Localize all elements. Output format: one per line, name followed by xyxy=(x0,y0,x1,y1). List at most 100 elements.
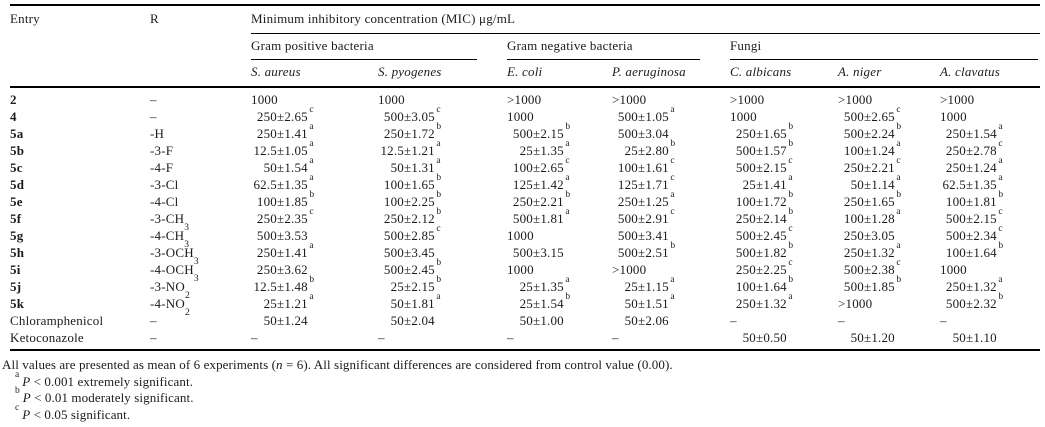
mic-value-cell: – xyxy=(507,330,514,345)
mic-value-cell: 12.5±1.21 a xyxy=(380,138,441,158)
mic-value-cell: 100±1.24 a xyxy=(843,138,901,158)
group-header-gram-positive: Gram positive bacteria xyxy=(251,34,507,60)
table-row: 5f -3-CH3 250±2.35 c 250±2.12 b 500±1.81 a 500±2… xyxy=(10,206,1040,233)
mic-value-cell: 100±1.81 b xyxy=(945,189,1004,209)
mic-value-cell: 62.5±1.35 a xyxy=(253,172,314,192)
mic-value-cell: 250±1.72 b xyxy=(383,121,442,141)
mic-value-cell: 25±1.35 a xyxy=(519,274,570,294)
column-header-s-aureus: S. aureus xyxy=(251,60,378,88)
mic-value-cell: 25±1.35 a xyxy=(519,138,570,158)
mic-value-cell: 250±1.32 a xyxy=(843,240,901,260)
mic-value-cell: 50±1.20 xyxy=(850,330,895,345)
mic-value-cell: 100±1.72 b xyxy=(735,189,794,209)
header-row-species: S. aureus S. pyogenes E. coli P. aerugin… xyxy=(10,60,1041,88)
mic-table: Entry R Minimum inhibitory concentration… xyxy=(10,4,1041,351)
r-substituent-cell: -H xyxy=(150,126,165,141)
mic-value-cell: 250±2.35 c xyxy=(256,206,314,226)
mic-value-cell: 500±2.15 c xyxy=(945,206,1003,226)
table-row: Ketoconazole – – – – – 50±0.50 50±1.20 50±1.10 xyxy=(10,329,1040,350)
column-header-c-albicans: C. albicans xyxy=(730,60,838,88)
column-header-mic: Minimum inhibitory concentration (MIC) μ… xyxy=(251,5,1041,34)
table-row: Chloramphenicol – 50±1.24 50±2.04 50±1.00 50±… xyxy=(10,312,1040,329)
mic-value-cell: 50±1.31 a xyxy=(390,155,441,175)
mic-value-cell: 50±1.24 xyxy=(263,313,308,328)
r-substituent-cell: – xyxy=(150,313,157,328)
column-header-a-clavatus: A. clavatus xyxy=(940,60,1041,88)
mic-value-cell: 50±1.14 a xyxy=(850,172,901,192)
table-row: 2 – 1000 1000 >1000 >1000 >1000 >1000 >1000 xyxy=(10,87,1040,108)
r-substituent-cell: – xyxy=(150,330,157,345)
mic-value-cell: 1000 xyxy=(251,92,278,107)
mic-value-cell: >1000 xyxy=(838,296,873,311)
mic-value-cell: 25±1.54 b xyxy=(519,291,571,311)
mic-value-cell: 250±3.05 xyxy=(843,228,895,243)
column-header-a-niger: A. niger xyxy=(838,60,940,88)
mic-value-cell: – xyxy=(612,330,619,345)
mic-value-cell: 500±2.85 c xyxy=(383,223,441,243)
mic-value-cell: 500±2.38 c xyxy=(843,257,901,277)
group-header-label: Gram positive bacteria xyxy=(251,38,477,60)
table-row: 5c -4-F 50±1.54 a 50±1.31 a 100±2.65 c 100±1.61 c… xyxy=(10,155,1040,176)
mic-value-cell: 250±1.65 b xyxy=(843,189,902,209)
mic-value-cell: >1000 xyxy=(612,92,647,107)
column-header-s-pyogenes: S. pyogenes xyxy=(378,60,507,88)
mic-value-cell: 250±1.54 a xyxy=(945,121,1003,141)
footnotes: All values are presented as mean of 6 ex… xyxy=(2,357,1040,423)
mic-value-cell: 250±2.78 c xyxy=(945,138,1003,158)
entry-cell: 5c xyxy=(10,160,23,175)
mic-value-cell: 100±1.85 b xyxy=(256,189,315,209)
mic-value-cell: 100±1.64 b xyxy=(945,240,1004,260)
r-substituent-cell: -3-F xyxy=(150,143,174,158)
mic-value-cell: 1000 xyxy=(507,262,534,277)
entry-cell: 5b xyxy=(10,143,25,158)
mic-value-cell: 500±1.85 b xyxy=(843,274,902,294)
mic-value-cell: 500±2.15 c xyxy=(735,155,793,175)
mic-value-cell: 25±1.15 a xyxy=(624,274,675,294)
group-header-fungi: Fungi xyxy=(730,34,1040,60)
mic-value-cell: – xyxy=(251,330,258,345)
mic-value-cell: 1000 xyxy=(507,228,534,243)
footnote-marker: b xyxy=(15,386,20,397)
table-row: 5e -4-Cl 100±1.85 b 100±2.25 b 250±2.21 b 250±1.… xyxy=(10,189,1040,210)
mic-value-cell: 500±2.34 c xyxy=(945,223,1003,243)
mic-value-cell: 25±1.21 a xyxy=(263,291,314,311)
mic-value-cell: 500±1.82 b xyxy=(735,240,794,260)
mic-value-cell: 100±1.64 b xyxy=(735,274,794,294)
mic-value-cell: 100±2.65 c xyxy=(512,155,570,175)
mic-value-cell: 500±3.45 xyxy=(383,245,435,260)
r-substituent-cell: – xyxy=(150,109,157,124)
mic-value-cell: 50±2.06 xyxy=(624,313,669,328)
entry-cell: 5e xyxy=(10,194,23,209)
entry-cell: 2 xyxy=(10,92,17,107)
mic-value-cell: 25±2.80 b xyxy=(624,138,676,158)
r-substituent-cell: -4-F xyxy=(150,160,174,175)
mic-value-cell: 250±1.41 a xyxy=(256,240,314,260)
table-row: 5b -3-F 12.5±1.05 a 12.5±1.21 a 25±1.35 a 25±2.8… xyxy=(10,138,1040,159)
mic-value-cell: 250±2.65 c xyxy=(256,104,314,124)
mic-value-cell: 100±1.28 a xyxy=(843,206,901,226)
r-substituent-cell: -3-CH3 xyxy=(150,211,189,233)
group-header-gram-negative: Gram negative bacteria xyxy=(507,34,730,60)
r-substituent-cell: -3-OCH3 xyxy=(150,245,199,267)
mic-value-cell: 1000 xyxy=(730,109,757,124)
mic-value-cell: 100±2.25 b xyxy=(383,189,442,209)
mic-value-cell: 50±1.51 a xyxy=(624,291,675,311)
r-substituent-cell: – xyxy=(150,92,157,107)
r-substituent-cell: -4-OCH3 xyxy=(150,262,199,284)
entry-cell: 5h xyxy=(10,245,25,260)
mic-value-cell: – xyxy=(378,330,385,345)
mic-value-cell: 125±1.42 a xyxy=(512,172,570,192)
mic-value-cell: – xyxy=(838,313,845,328)
entry-cell: 5i xyxy=(10,262,21,277)
footnote-general: All values are presented as mean of 6 ex… xyxy=(2,357,673,372)
mic-value-cell: 25±2.15 b xyxy=(390,274,442,294)
table-body: 2 – 1000 1000 >1000 >1000 >1000 >1000 >1000 4 – 250… xyxy=(10,87,1041,350)
group-header-label: Gram negative bacteria xyxy=(507,38,700,60)
mic-value-cell: 12.5±1.05 a xyxy=(253,138,314,158)
entry-cell: Chloramphenicol xyxy=(10,313,104,328)
mic-value-cell: >1000 xyxy=(612,262,647,277)
entry-cell: 5f xyxy=(10,211,22,226)
mic-value-cell: 500±2.32 b xyxy=(945,291,1004,311)
